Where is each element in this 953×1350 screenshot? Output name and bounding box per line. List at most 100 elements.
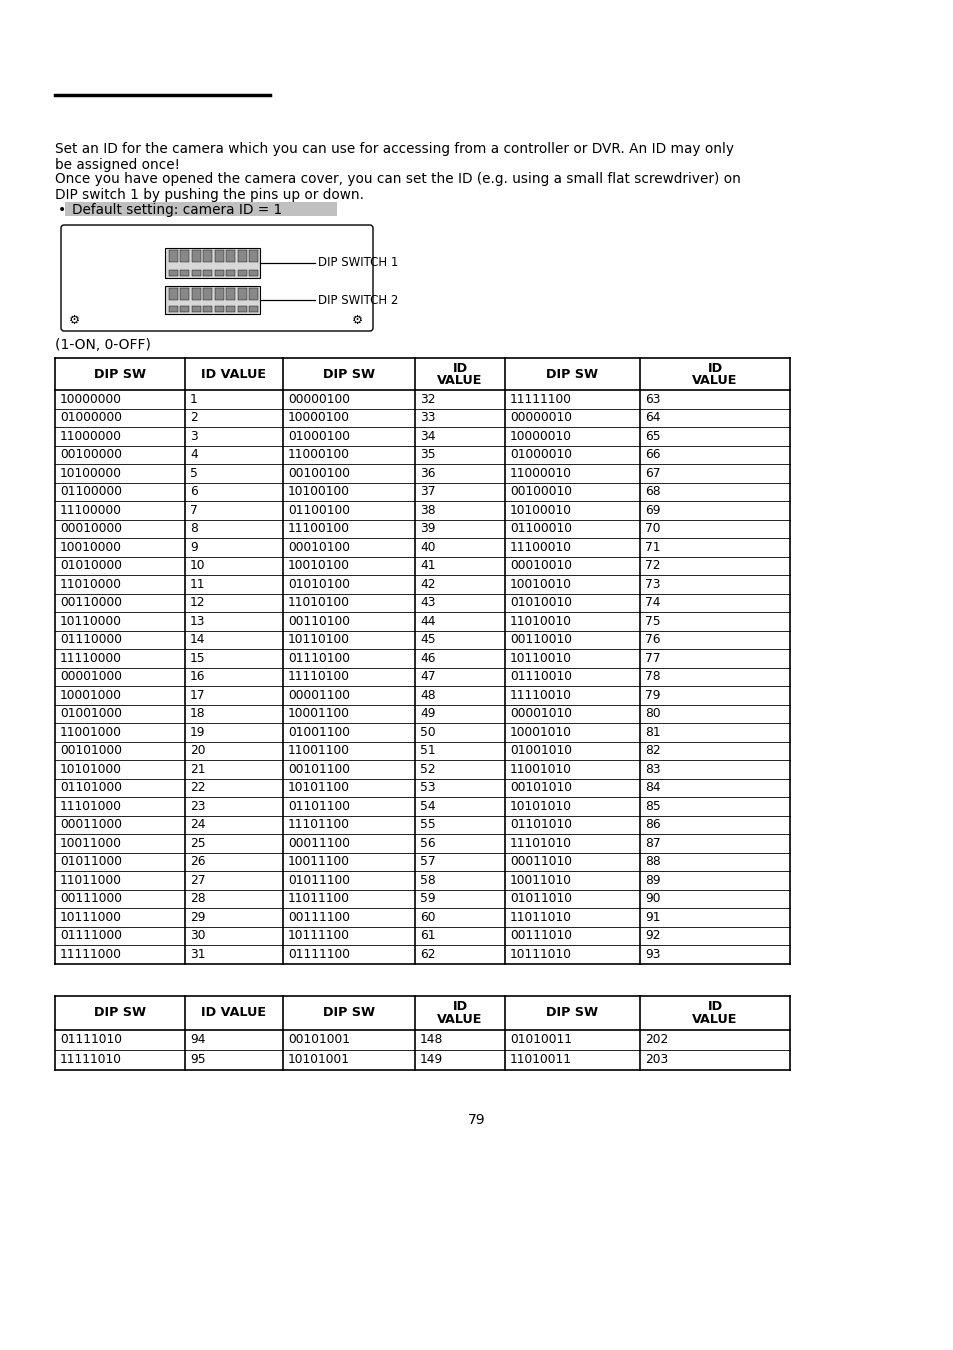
Text: 71: 71 bbox=[644, 541, 659, 554]
Text: 3: 3 bbox=[190, 429, 197, 443]
Text: 00110100: 00110100 bbox=[288, 614, 350, 628]
Text: 10110100: 10110100 bbox=[288, 633, 350, 647]
Text: 49: 49 bbox=[419, 707, 435, 721]
Text: 01110100: 01110100 bbox=[288, 652, 350, 664]
Text: 10011000: 10011000 bbox=[60, 837, 122, 849]
Bar bbox=[180, 306, 190, 312]
Text: 00110000: 00110000 bbox=[60, 597, 122, 609]
Text: 01001100: 01001100 bbox=[288, 726, 350, 738]
Bar bbox=[250, 270, 258, 275]
Text: 41: 41 bbox=[419, 559, 435, 572]
Bar bbox=[165, 248, 260, 278]
Bar bbox=[250, 306, 258, 312]
Text: 10000010: 10000010 bbox=[510, 429, 572, 443]
Text: 01111010: 01111010 bbox=[60, 1033, 122, 1046]
Bar bbox=[203, 288, 213, 300]
Text: 11101010: 11101010 bbox=[510, 837, 572, 849]
Text: 25: 25 bbox=[190, 837, 206, 849]
Text: 1: 1 bbox=[190, 393, 197, 406]
Text: 66: 66 bbox=[644, 448, 659, 462]
Text: 01100000: 01100000 bbox=[60, 485, 122, 498]
Text: 22: 22 bbox=[190, 782, 205, 794]
Text: 00000010: 00000010 bbox=[510, 412, 572, 424]
Text: 95: 95 bbox=[190, 1053, 206, 1066]
Text: 4: 4 bbox=[190, 448, 197, 462]
Text: 86: 86 bbox=[644, 818, 659, 832]
Text: 00001100: 00001100 bbox=[288, 688, 350, 702]
Text: 47: 47 bbox=[419, 670, 435, 683]
Text: 10101010: 10101010 bbox=[510, 799, 572, 813]
Text: ID: ID bbox=[707, 362, 721, 375]
Text: 01101010: 01101010 bbox=[510, 818, 572, 832]
Text: VALUE: VALUE bbox=[436, 1012, 482, 1026]
Text: 00101010: 00101010 bbox=[510, 782, 572, 794]
Text: ⚙: ⚙ bbox=[352, 313, 363, 327]
Text: DIP SW: DIP SW bbox=[546, 1006, 598, 1019]
Text: 2: 2 bbox=[190, 412, 197, 424]
Text: 85: 85 bbox=[644, 799, 660, 813]
Text: 46: 46 bbox=[419, 652, 435, 664]
Text: 87: 87 bbox=[644, 837, 659, 849]
Text: 01000100: 01000100 bbox=[288, 429, 350, 443]
Text: 01001010: 01001010 bbox=[510, 744, 572, 757]
Text: 11101100: 11101100 bbox=[288, 818, 350, 832]
Text: 72: 72 bbox=[644, 559, 659, 572]
Text: 00001010: 00001010 bbox=[510, 707, 572, 721]
Text: 00101000: 00101000 bbox=[60, 744, 122, 757]
Text: 9: 9 bbox=[190, 541, 197, 554]
Text: 17: 17 bbox=[190, 688, 205, 702]
Text: 16: 16 bbox=[190, 670, 205, 683]
Text: 55: 55 bbox=[419, 818, 436, 832]
Text: 80: 80 bbox=[644, 707, 659, 721]
Text: 90: 90 bbox=[644, 892, 659, 906]
Text: 11011010: 11011010 bbox=[510, 911, 572, 923]
Text: 23: 23 bbox=[190, 799, 205, 813]
Text: 30: 30 bbox=[190, 929, 205, 942]
Text: 45: 45 bbox=[419, 633, 436, 647]
Bar bbox=[169, 306, 178, 312]
Text: 01010011: 01010011 bbox=[510, 1033, 572, 1046]
Text: 63: 63 bbox=[644, 393, 659, 406]
Text: 10010000: 10010000 bbox=[60, 541, 122, 554]
Text: 10001000: 10001000 bbox=[60, 688, 122, 702]
Bar bbox=[169, 270, 178, 275]
Text: 203: 203 bbox=[644, 1053, 667, 1066]
Text: ID: ID bbox=[707, 1000, 721, 1014]
Text: 11111010: 11111010 bbox=[60, 1053, 122, 1066]
Text: 19: 19 bbox=[190, 726, 205, 738]
Text: 10: 10 bbox=[190, 559, 205, 572]
Text: ID VALUE: ID VALUE bbox=[201, 367, 266, 381]
Text: 11000100: 11000100 bbox=[288, 448, 350, 462]
Bar bbox=[169, 288, 178, 300]
Text: DIP SW: DIP SW bbox=[93, 367, 146, 381]
Text: 01010000: 01010000 bbox=[60, 559, 122, 572]
Text: 01101000: 01101000 bbox=[60, 782, 122, 794]
Text: 62: 62 bbox=[419, 948, 435, 961]
Text: 92: 92 bbox=[644, 929, 659, 942]
Text: 11: 11 bbox=[190, 578, 205, 591]
Text: 11010011: 11010011 bbox=[510, 1053, 572, 1066]
Text: 00010010: 00010010 bbox=[510, 559, 572, 572]
Text: 61: 61 bbox=[419, 929, 435, 942]
Text: 24: 24 bbox=[190, 818, 205, 832]
Bar bbox=[180, 250, 190, 262]
Text: 15: 15 bbox=[190, 652, 206, 664]
Text: 11110010: 11110010 bbox=[510, 688, 572, 702]
Text: 32: 32 bbox=[419, 393, 435, 406]
Text: 11011000: 11011000 bbox=[60, 873, 122, 887]
Bar bbox=[203, 306, 213, 312]
Text: DIP SW: DIP SW bbox=[323, 367, 375, 381]
Text: 56: 56 bbox=[419, 837, 436, 849]
Text: 44: 44 bbox=[419, 614, 435, 628]
Text: 26: 26 bbox=[190, 856, 205, 868]
Text: 10011010: 10011010 bbox=[510, 873, 572, 887]
Text: 01100010: 01100010 bbox=[510, 522, 572, 535]
Text: VALUE: VALUE bbox=[692, 1012, 737, 1026]
Text: 59: 59 bbox=[419, 892, 436, 906]
Bar bbox=[226, 270, 235, 275]
Text: 10110010: 10110010 bbox=[510, 652, 572, 664]
Bar bbox=[214, 270, 224, 275]
Text: 10010100: 10010100 bbox=[288, 559, 350, 572]
Bar bbox=[165, 286, 260, 315]
Text: 48: 48 bbox=[419, 688, 436, 702]
